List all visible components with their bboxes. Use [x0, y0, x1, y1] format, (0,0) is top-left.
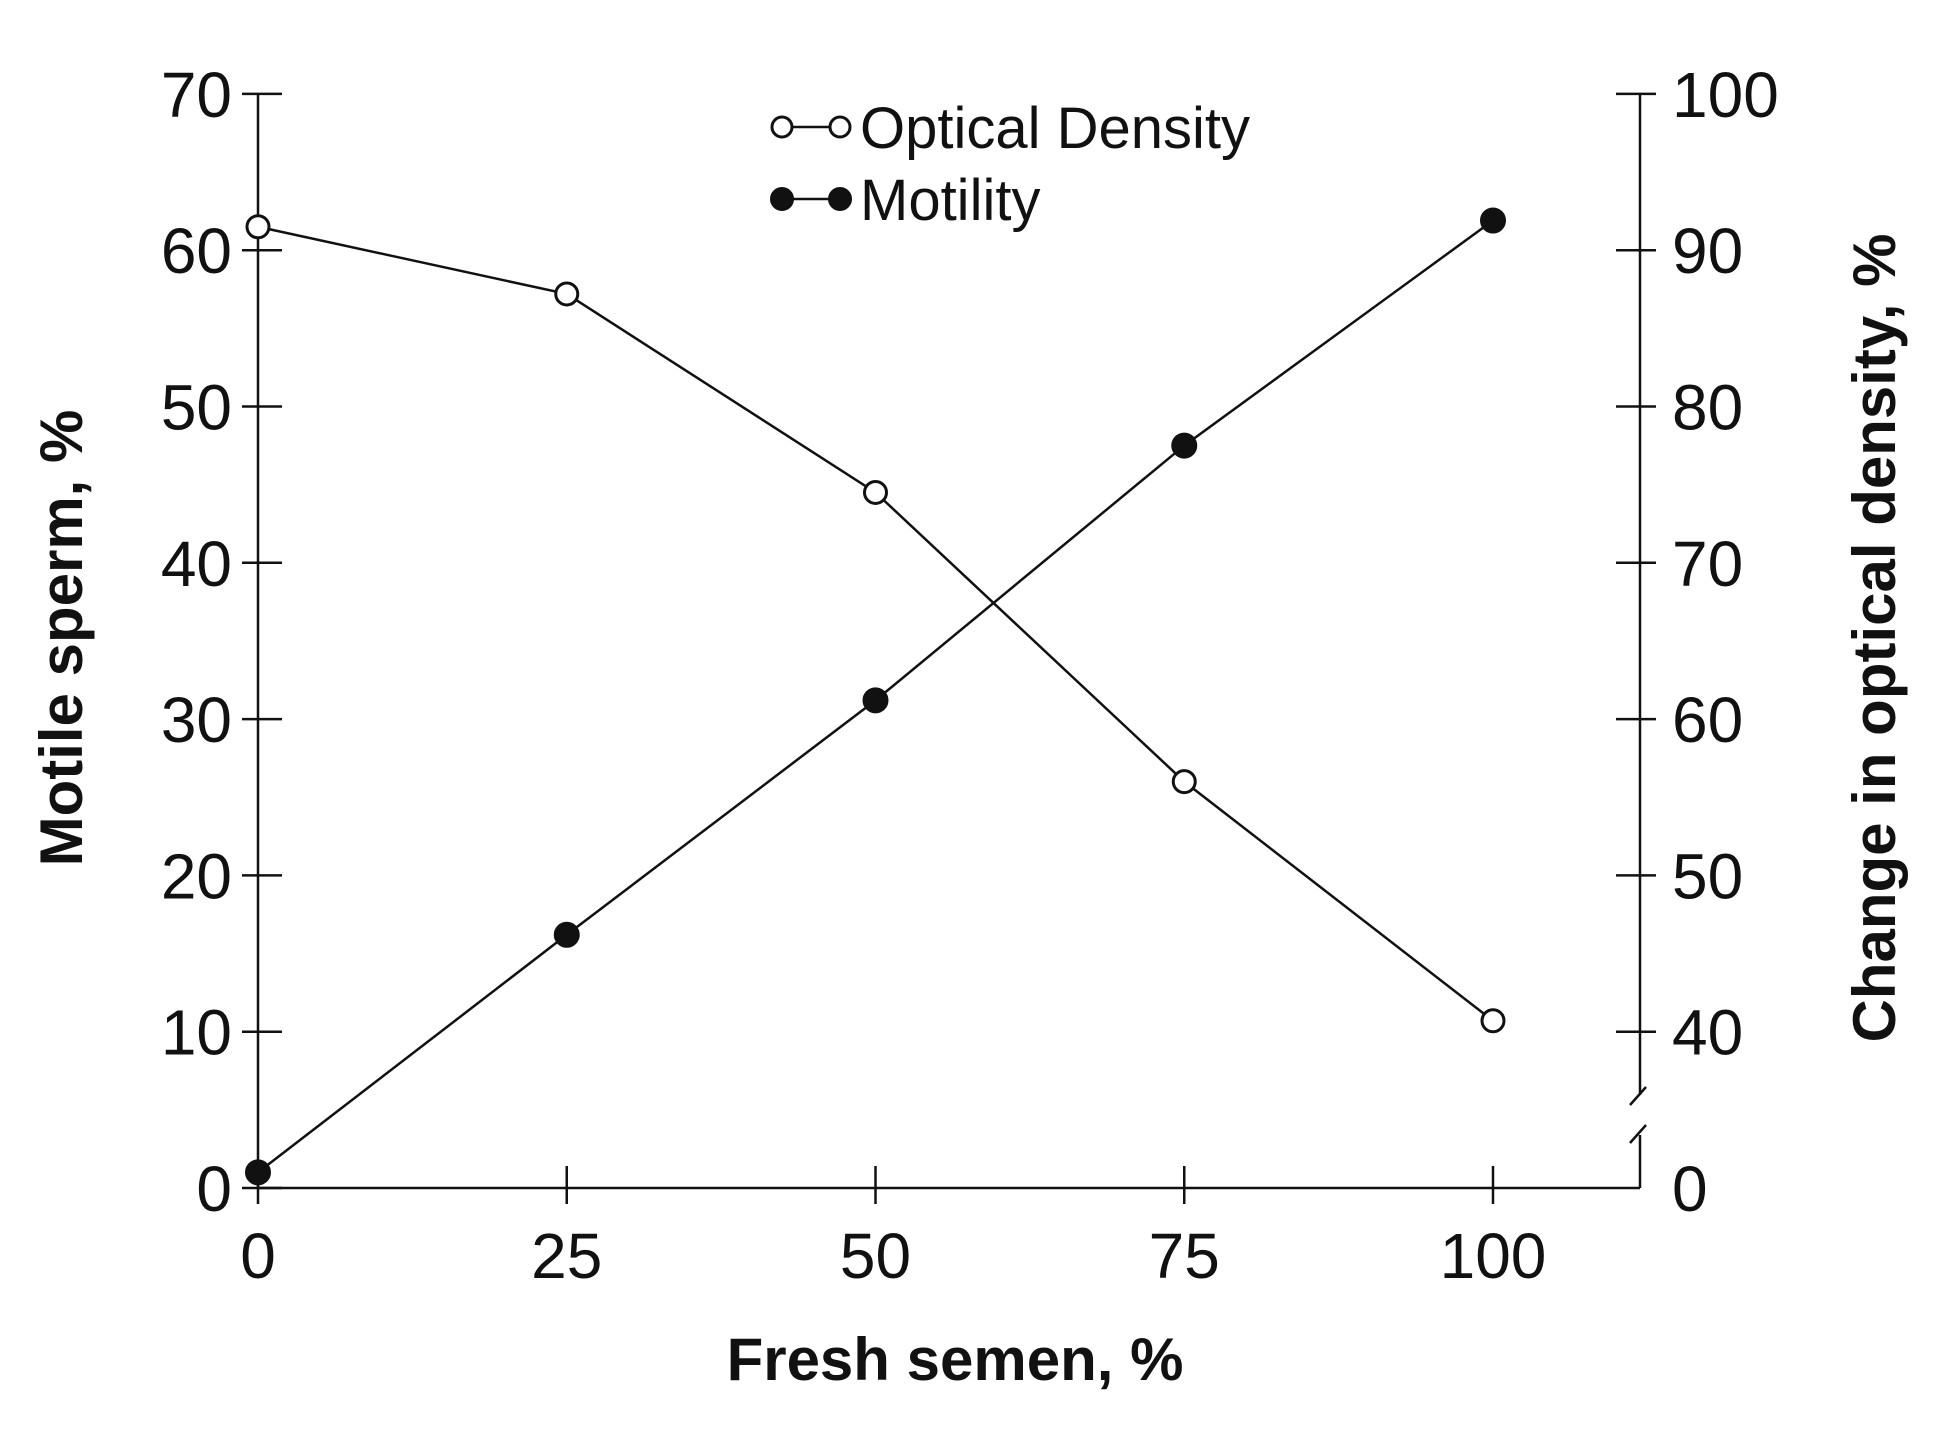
y-right-tick-label: 100	[1672, 59, 1779, 131]
data-point-motility	[553, 921, 580, 948]
y-left-tick-label: 70	[161, 59, 232, 131]
y-right-tick-label: 40	[1672, 997, 1743, 1069]
x-tick-label: 75	[1149, 1220, 1220, 1292]
data-point-optical-density	[245, 214, 271, 240]
data-point-motility	[1480, 207, 1506, 234]
legend: Optical Density Motility	[770, 96, 1250, 233]
data-point-optical-density	[1171, 769, 1197, 795]
y-right-tick-label: 70	[1672, 528, 1743, 600]
y-right-tick-label: 0	[1672, 1153, 1708, 1225]
x-tick-label: 50	[840, 1220, 911, 1292]
ticks: 0 25 50 75 100 0 10 20 30 40 50 60 70 0 40 50 60 70 80 90 10…	[161, 59, 1779, 1292]
y-right-tick-label: 60	[1672, 684, 1743, 756]
y-left-tick-label: 30	[161, 684, 232, 756]
series-line-optical-density	[257, 225, 1494, 1022]
data-point-optical-density	[863, 479, 888, 505]
y-axis-right-title: Change in optical density, %	[1841, 233, 1908, 1042]
data-point-motility	[245, 1159, 271, 1186]
x-tick-label: 100	[1440, 1220, 1547, 1292]
y-axis-left-title: Motile sperm, %	[28, 410, 95, 867]
legend-marker-optical-density-right	[828, 115, 852, 139]
legend-marker-optical-density-left	[770, 115, 794, 139]
legend-label-motility: Motility	[860, 168, 1040, 233]
y-axis-right-break-lower	[1629, 1124, 1647, 1144]
legend-marker-motility-right	[828, 187, 852, 211]
legend-label-optical-density: Optical Density	[860, 96, 1250, 161]
y-left-tick-label: 20	[161, 840, 232, 912]
data-point-optical-density	[554, 281, 580, 307]
y-right-tick-label: 90	[1672, 215, 1743, 287]
y-right-tick-label: 50	[1672, 840, 1743, 912]
y-left-tick-label: 60	[161, 215, 232, 287]
data-point-optical-density	[1480, 1008, 1506, 1034]
data-point-motility	[862, 687, 889, 714]
y-left-tick-label: 50	[161, 372, 232, 444]
y-axis-right-break-upper	[1629, 1086, 1647, 1106]
series	[245, 207, 1506, 1186]
y-left-tick-label: 40	[161, 528, 232, 600]
y-left-tick-label: 0	[196, 1153, 232, 1225]
y-right-tick-label: 80	[1672, 372, 1743, 444]
data-point-motility	[1171, 432, 1198, 459]
legend-marker-motility-left	[770, 187, 794, 211]
x-axis-title: Fresh semen, %	[727, 1326, 1184, 1393]
x-tick-label: 25	[531, 1220, 602, 1292]
y-left-tick-label: 10	[161, 997, 232, 1069]
axes	[256, 93, 1647, 1190]
x-tick-label: 0	[240, 1220, 276, 1292]
